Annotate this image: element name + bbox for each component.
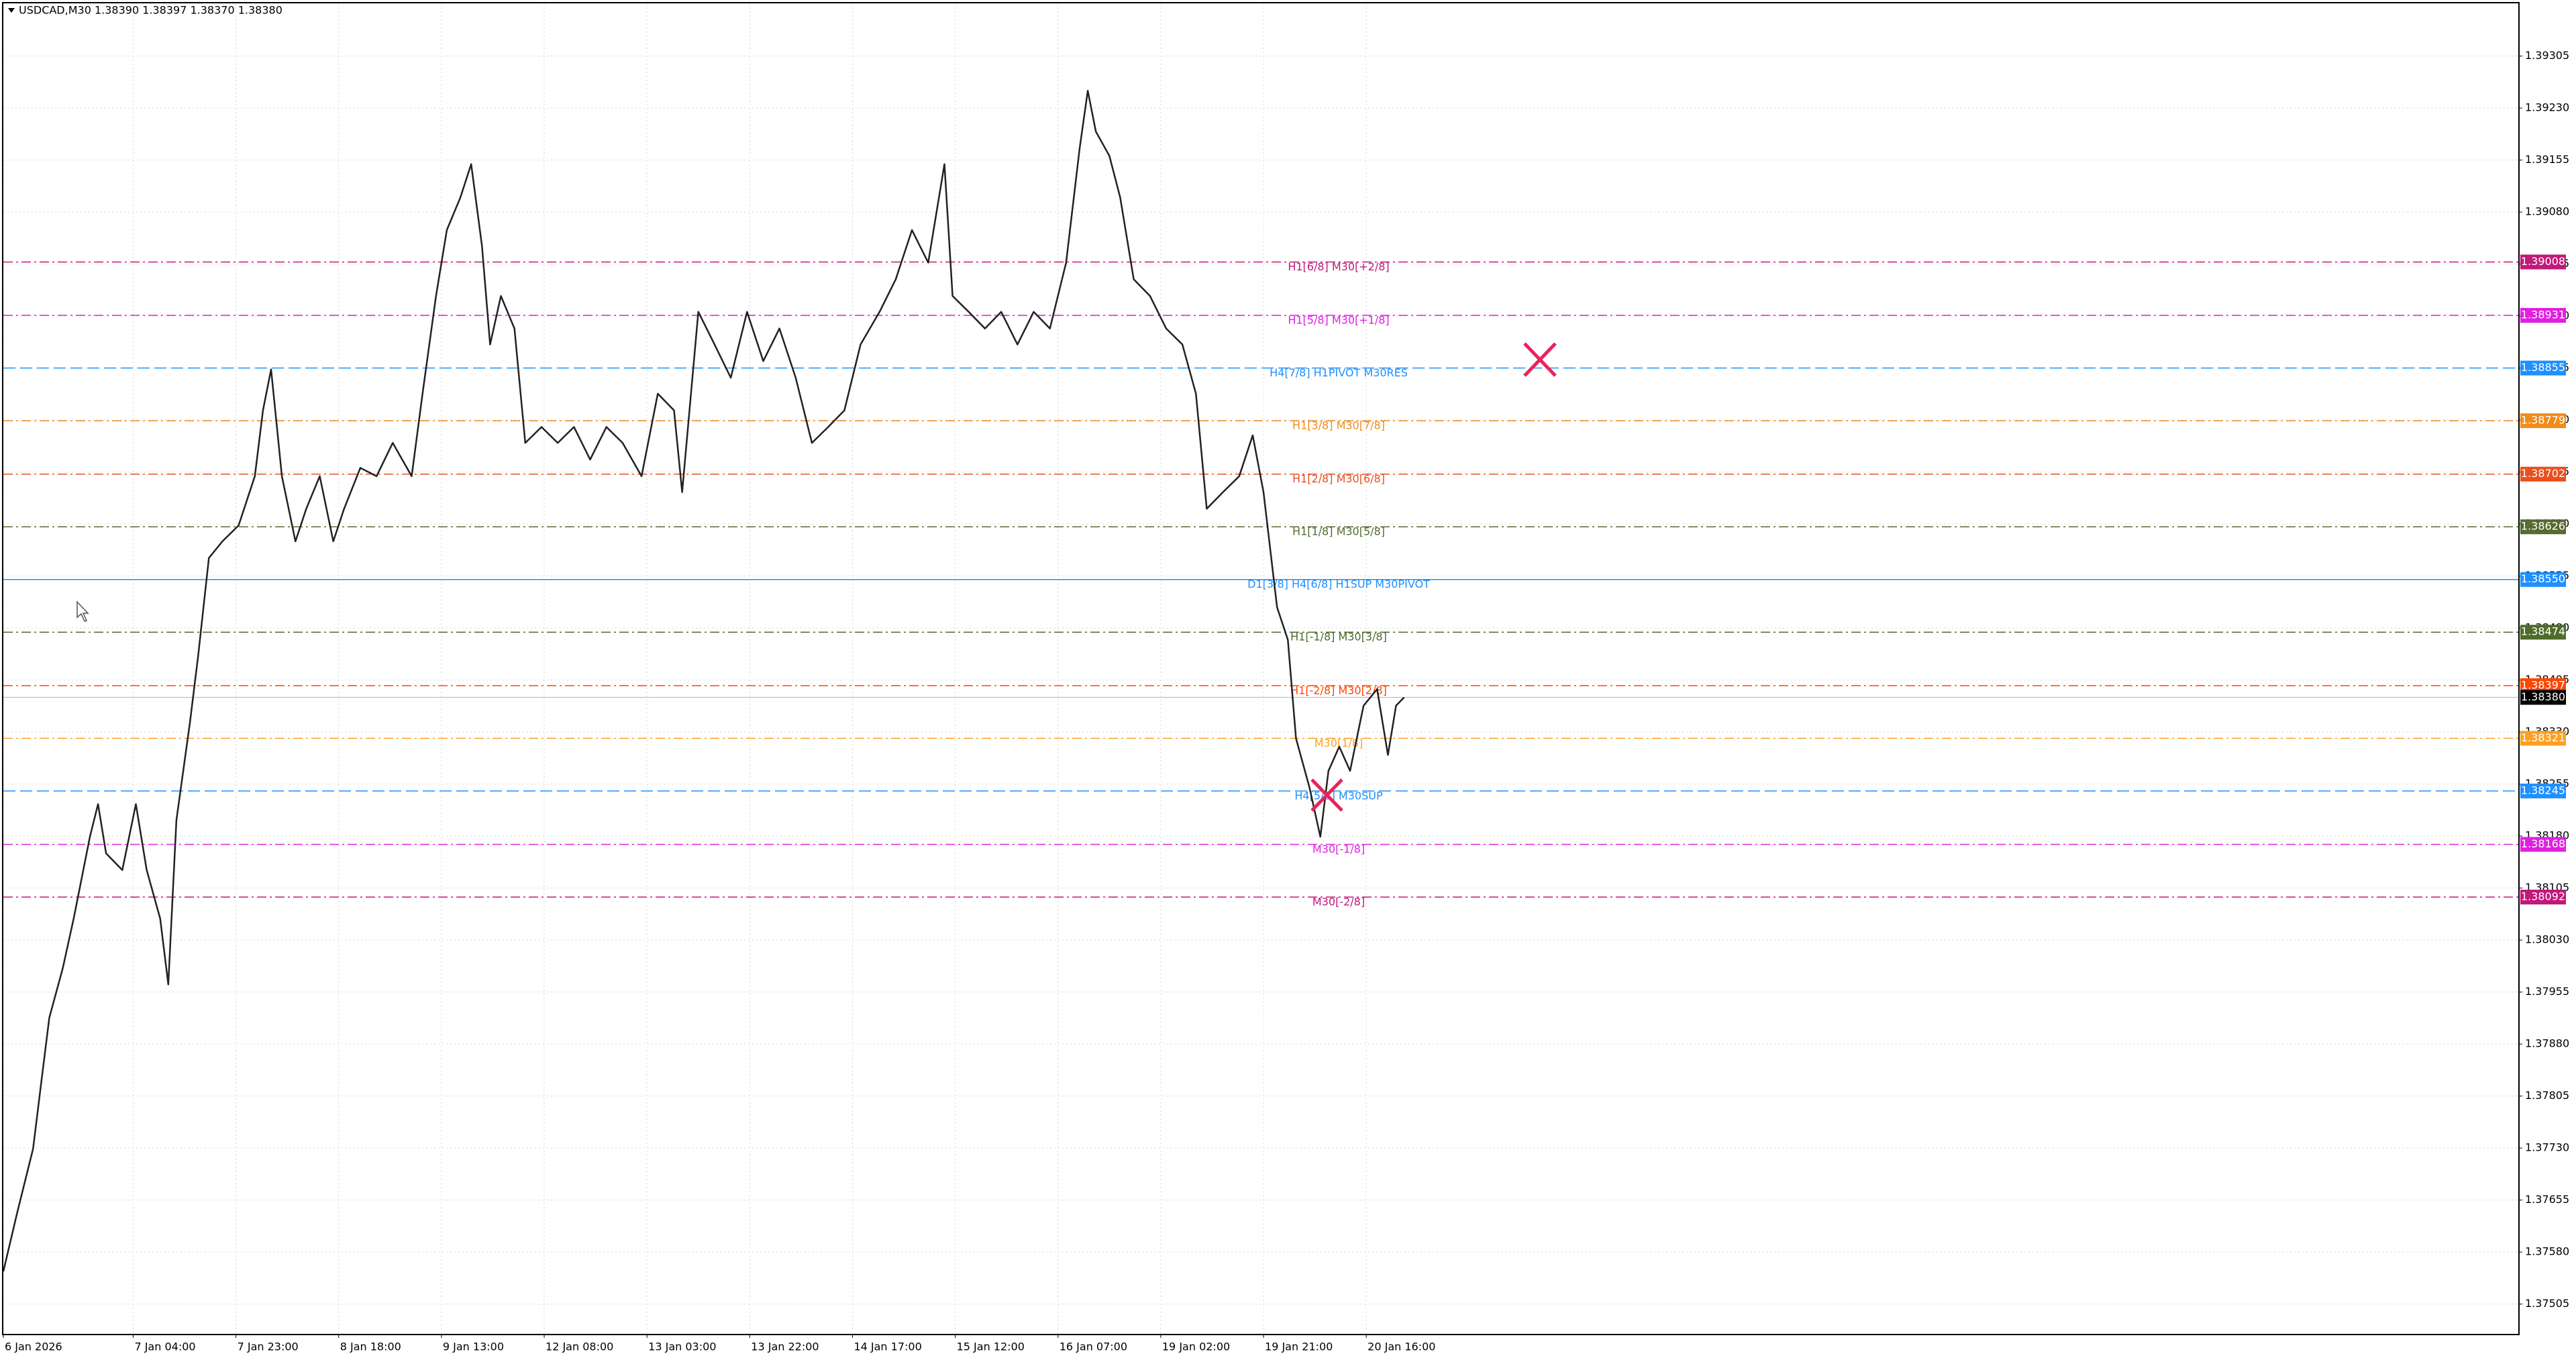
level-name: H1[3/8] M30[7/8] — [1292, 419, 1385, 432]
price-tag-label: 1.39008 — [2521, 255, 2565, 268]
level-name: H4[7/8] H1PIVOT M30RES — [1270, 366, 1408, 379]
y-tick-label: 1.37655 — [2525, 1193, 2569, 1206]
mouse-cursor — [76, 601, 89, 622]
price-tag-label: 1.38168 — [2521, 837, 2565, 850]
x-tick-label: 15 Jan 12:00 — [957, 1341, 1025, 1353]
price-tag-label: 1.38626 — [2521, 520, 2565, 533]
y-tick-label: 1.39305 — [2525, 49, 2569, 62]
x-tick-label: 19 Jan 21:00 — [1265, 1341, 1333, 1353]
series — [2, 89, 1405, 1272]
level-name: H4[5/8] M30SUP — [1294, 789, 1383, 802]
level-name: M30[-2/8] — [1312, 895, 1365, 908]
price-tag — [2520, 678, 2566, 693]
price-tag — [2520, 519, 2566, 535]
y-tick-label: 1.37955 — [2525, 985, 2569, 998]
price-tag — [2520, 625, 2566, 640]
grid — [3, 3, 2518, 1334]
price-tag — [2520, 889, 2566, 904]
level-name: M30[1/8] — [1315, 737, 1363, 749]
price-tag-label: 1.38092 — [2521, 890, 2565, 902]
price-tag-label: 1.38855 — [2521, 361, 2565, 374]
price-tag — [2520, 360, 2566, 376]
y-tick-label: 1.37880 — [2525, 1037, 2569, 1050]
y-tick-label: 1.37805 — [2525, 1089, 2569, 1102]
price-tag-label: 1.38550 — [2521, 572, 2565, 585]
price-tag — [2520, 254, 2566, 270]
price-tag — [2520, 466, 2566, 482]
price-tag-label: 1.38931 — [2521, 309, 2565, 321]
price-tag — [2520, 837, 2566, 852]
price-tag — [2520, 308, 2566, 323]
menu-arrow — [8, 8, 15, 13]
last-price-label: 1.38380 — [2521, 690, 2565, 703]
x-tick-label: 16 Jan 07:00 — [1060, 1341, 1127, 1353]
y-tick-label: 1.38030 — [2525, 933, 2569, 946]
level-name: H1[-1/8] M30[3/8] — [1290, 631, 1387, 643]
axes: 1.393051.392301.391551.390801.390051.389… — [3, 49, 2569, 1353]
y-tick-label: 1.39230 — [2525, 101, 2569, 114]
level-name: M30[-1/8] — [1312, 843, 1365, 855]
chart-header: USDCAD,M30 1.38390 1.38397 1.38370 1.383… — [19, 4, 282, 17]
price-tag — [2520, 783, 2566, 798]
y-tick-label: 1.39080 — [2525, 205, 2569, 218]
price-tag-label: 1.38779 — [2521, 414, 2565, 427]
level-name: H1[1/8] M30[5/8] — [1292, 525, 1385, 538]
x-tick-label: 19 Jan 02:00 — [1162, 1341, 1230, 1353]
last-price-tag — [2520, 690, 2566, 705]
x-tick-label: 13 Jan 03:00 — [648, 1341, 716, 1353]
level-name: H1[-2/8] M30[2/8] — [1290, 684, 1387, 696]
price-tag-label: 1.38702 — [2521, 467, 2565, 480]
plot-frame — [2, 2, 2520, 1335]
y-tick-label: 1.39155 — [2525, 153, 2569, 166]
x-tick-label: 6 Jan 2026 — [5, 1341, 62, 1353]
x-tick-label: 12 Jan 08:00 — [546, 1341, 613, 1353]
price-tag-label: 1.38474 — [2521, 625, 2565, 638]
y-tick-label: 1.37580 — [2525, 1245, 2569, 1258]
cross-marker — [1523, 342, 1557, 377]
price-tag — [2520, 413, 2566, 429]
x-tick-label: 14 Jan 17:00 — [854, 1341, 921, 1353]
level-name: H1[5/8] M30[+1/8] — [1288, 314, 1389, 327]
y-tick-label: 1.37505 — [2525, 1297, 2569, 1310]
price-tag — [2520, 572, 2566, 587]
x-tick-label: 8 Jan 18:00 — [340, 1341, 401, 1353]
x-tick-label: 7 Jan 04:00 — [134, 1341, 195, 1353]
x-tick-label: 13 Jan 22:00 — [751, 1341, 819, 1353]
price-tag-label: 1.38321 — [2521, 731, 2565, 744]
y-tick-label: 1.37730 — [2525, 1141, 2569, 1154]
levels: H1[6/8] M30[+2/8] H1[5/8] M30[+1/8] H4[7/8… — [3, 260, 2518, 908]
price-tag-label: 1.38397 — [2521, 678, 2565, 691]
x-tick-label: 20 Jan 16:00 — [1368, 1341, 1435, 1353]
x-tick-label: 7 Jan 23:00 — [238, 1341, 299, 1353]
x-tick-label: 9 Jan 13:00 — [443, 1341, 504, 1353]
price-tag-label: 1.38245 — [2521, 784, 2565, 796]
level-name: H1[2/8] M30[6/8] — [1292, 472, 1385, 485]
level-name: H1[6/8] M30[+2/8] — [1288, 260, 1389, 273]
price-line — [2, 89, 1405, 1272]
cross-marker — [1310, 778, 1343, 812]
level-name: D1[3/8] H4[6/8] H1SUP M30PIVOT — [1247, 578, 1430, 590]
price-tag — [2520, 731, 2566, 746]
